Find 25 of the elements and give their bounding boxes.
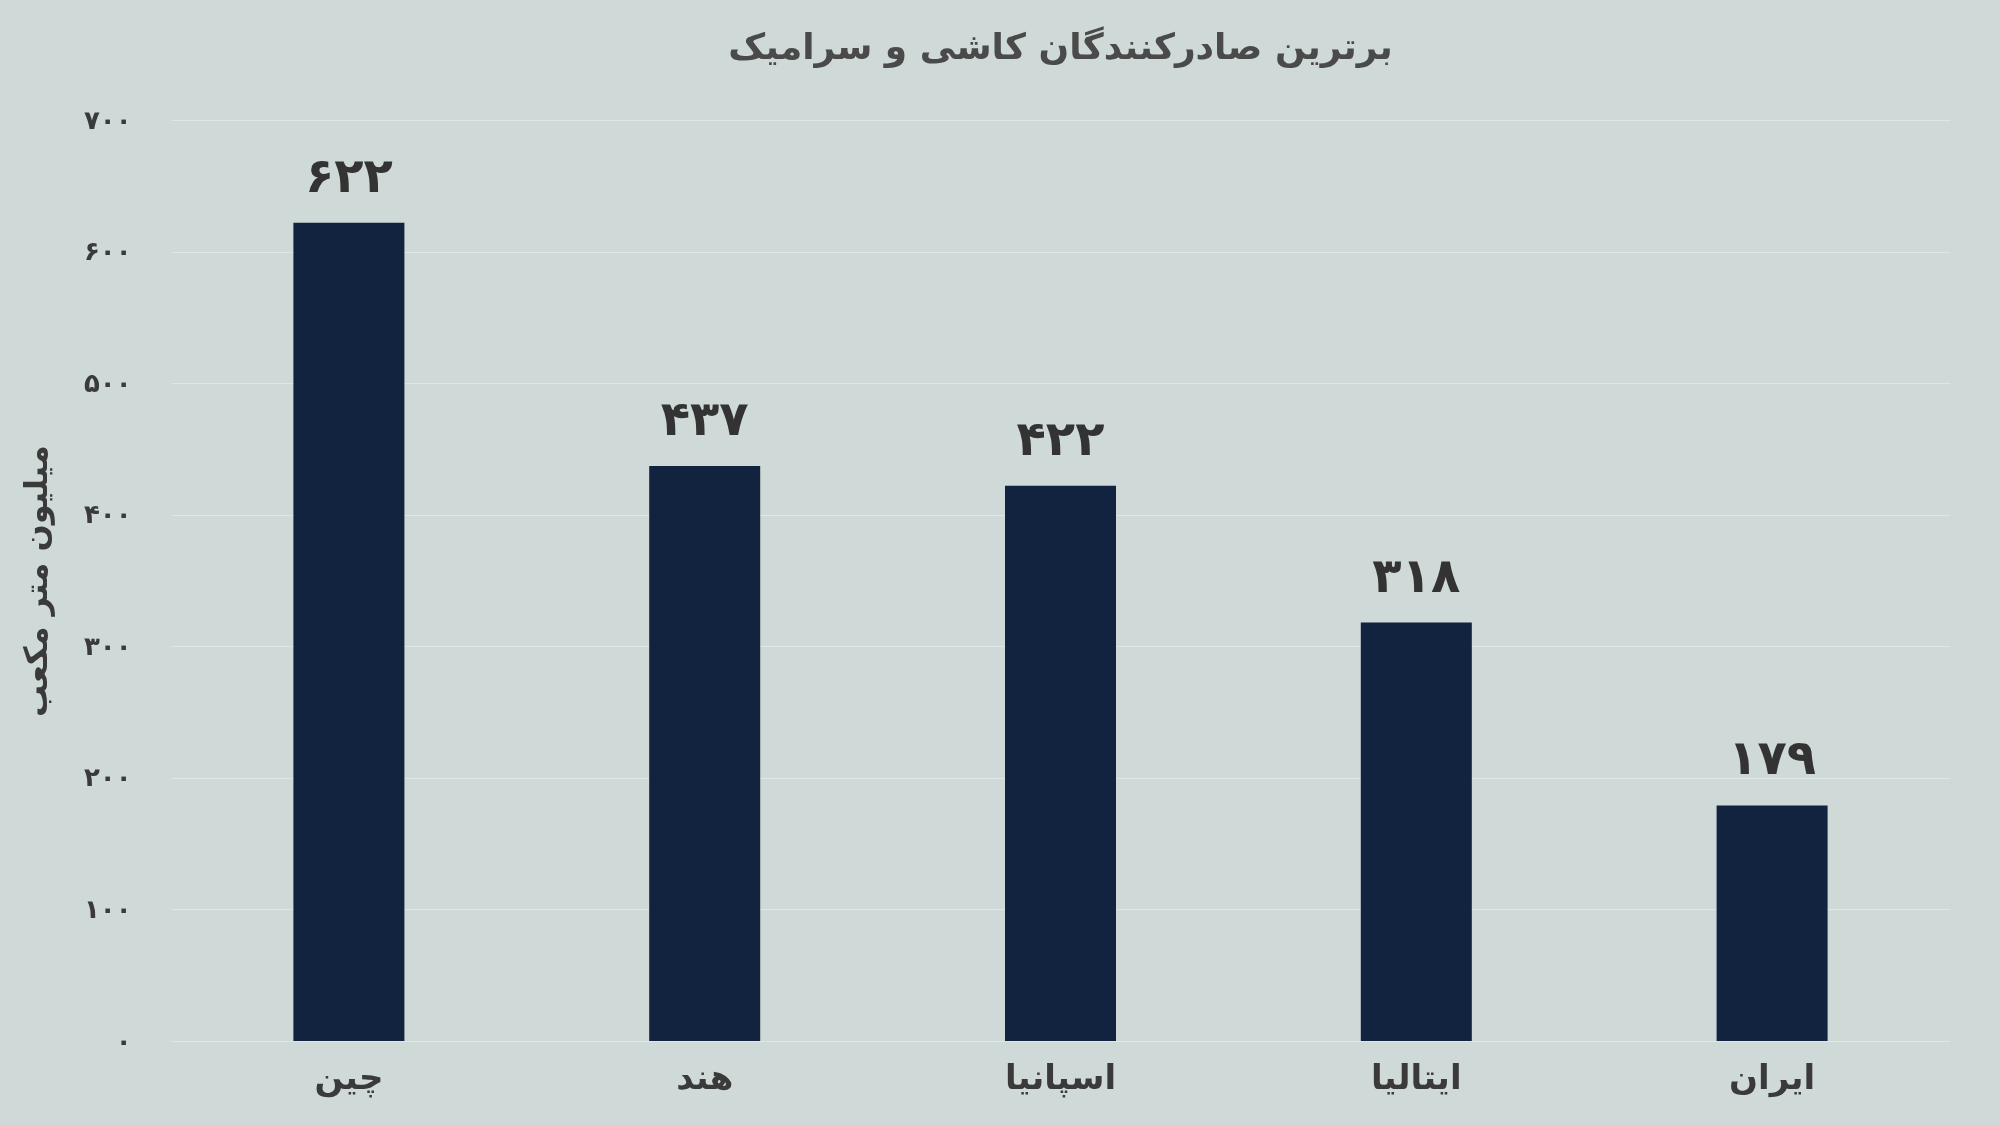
y-tick-label: ۷۰۰ <box>83 104 132 135</box>
y-tick-label: ۲۰۰ <box>83 762 132 793</box>
chart-title: برترین صادرکنندگان کاشی و سرامیک <box>728 26 1393 68</box>
bar <box>1005 485 1116 1041</box>
data-label: ۶۲۲ <box>304 146 393 203</box>
x-tick-label: اسپانیا <box>1004 1056 1117 1098</box>
y-tick-label: ۰ <box>115 1025 132 1056</box>
y-tick-label: ۱۰۰ <box>83 893 132 924</box>
y-tick-label: ۳۰۰ <box>83 630 132 661</box>
bar <box>649 466 761 1041</box>
data-label: ۱۷۹ <box>1728 729 1817 786</box>
y-tick-label: ۴۰۰ <box>83 499 132 530</box>
bar <box>1716 805 1828 1041</box>
data-label: ۳۱۸ <box>1372 546 1461 603</box>
data-label: ۴۲۲ <box>1016 409 1105 466</box>
y-tick-label: ۶۰۰ <box>83 236 132 267</box>
y-axis-title: میلیون متر مکعب <box>16 445 55 717</box>
x-tick-label: ایران <box>1728 1056 1816 1098</box>
x-tick-label: هند <box>676 1056 734 1097</box>
x-tick-label: ایتالیا <box>1371 1056 1462 1097</box>
bar <box>293 222 405 1041</box>
bar <box>1360 622 1472 1041</box>
x-tick-label: چین <box>314 1056 384 1098</box>
y-tick-label: ۵۰۰ <box>83 367 132 398</box>
data-label: ۴۳۷ <box>660 390 749 447</box>
